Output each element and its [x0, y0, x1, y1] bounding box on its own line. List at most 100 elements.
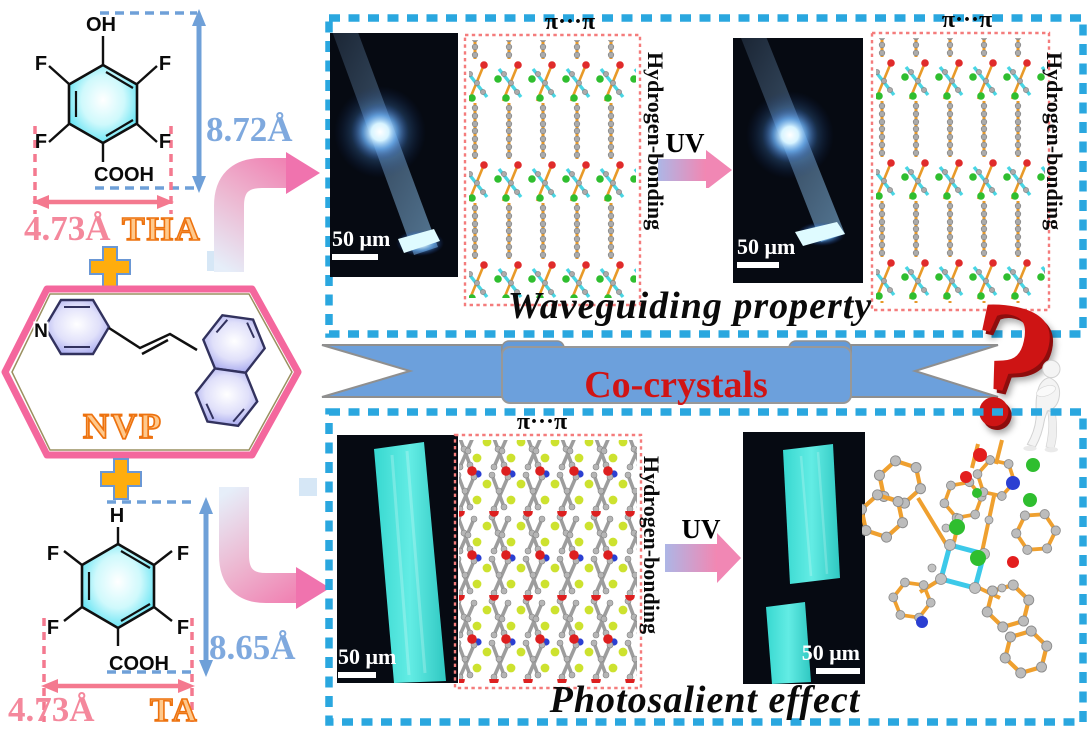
ta-height-value: 8.65Å — [209, 628, 296, 667]
ta-width-value: 4.73Å — [8, 690, 95, 729]
crystal-micrograph-intact — [337, 435, 458, 683]
photodimer-structure — [862, 439, 1064, 724]
arrow-right-head — [157, 195, 174, 209]
crystal-fragment — [783, 444, 840, 584]
nvp-hexagon-frame — [1, 285, 302, 459]
banner-scroll — [501, 346, 852, 404]
molecular-packing — [469, 40, 636, 298]
thinker-figure — [1023, 359, 1061, 453]
hydrogen-bonding-label: Hydrogen-bonding — [643, 52, 669, 231]
scale-bar: 50 μm — [338, 646, 396, 678]
pi-stacking-frame — [463, 33, 642, 307]
uv-arrow-icon — [658, 150, 732, 188]
substituent-bonds — [48, 36, 158, 162]
pi-stacking-label: π···π — [544, 9, 596, 35]
ta-f-label: F — [47, 617, 59, 639]
nvp-name-label: NVP — [83, 406, 163, 446]
scale-bar-line — [332, 254, 378, 260]
hydrogen-bonding-label: Hydrogen-bonding — [639, 456, 665, 635]
scale-bar: 50 μm — [737, 236, 795, 268]
tha-f-label: F — [159, 53, 171, 75]
tha-height-value: 8.72Å — [206, 110, 293, 149]
scale-bar-label: 50 μm — [338, 644, 397, 669]
ta-width-measure — [42, 618, 194, 722]
tha-cooh-label: COOH — [94, 164, 154, 186]
vinyl-bond — [108, 326, 198, 352]
ta-f-label: F — [177, 543, 189, 565]
ta-height-measure — [107, 500, 209, 674]
ta-molecule: H F F F F COOH 8.65Å 4.73Å TA — [8, 497, 296, 730]
pyridine-ring — [43, 298, 111, 356]
scale-bar-line — [737, 262, 779, 268]
emitting-tip — [398, 229, 440, 253]
reactants-column: OH F F F F COOH 8.72Å 4.73Å THA N NVP — [1, 9, 330, 730]
molecular-packing — [459, 440, 637, 683]
substituent-bonds — [63, 527, 173, 646]
emission-glow — [762, 107, 818, 163]
tha-molecule: OH F F F F COOH 8.72Å 4.73Å THA — [24, 9, 293, 249]
ta-cooh-label: COOH — [109, 653, 169, 675]
arrow-left-head — [32, 195, 49, 209]
double-bonds — [64, 306, 90, 348]
benzene-ring — [67, 63, 139, 145]
nvp-molecule: N NVP — [1, 285, 302, 459]
arrow-left-head — [41, 679, 58, 693]
heteroatoms — [916, 448, 1040, 628]
benzene-ring — [80, 542, 156, 630]
crystal-slab — [374, 442, 446, 683]
tha-height-measure — [95, 11, 202, 190]
arrow-right-head — [178, 679, 195, 693]
vinyl-double-bond — [141, 338, 169, 356]
banner-title: Co-crystals — [584, 364, 768, 406]
ta-h-label: H — [110, 505, 124, 527]
tha-width-value: 4.73Å — [24, 209, 111, 248]
carbon-atoms — [927, 513, 1007, 594]
crystal-fragment — [766, 602, 811, 684]
pi-stacking-label: π···π — [516, 409, 568, 435]
arrow-down-head — [192, 176, 206, 193]
arrow-up-head — [199, 497, 213, 514]
uv-label: UV — [665, 128, 705, 158]
deco-square — [299, 478, 317, 496]
tha-f-label: F — [35, 131, 47, 153]
uv-arrow-icon — [665, 533, 741, 583]
scale-bar-line — [338, 672, 376, 678]
ta-name-label: TA — [150, 692, 199, 729]
emitting-tip — [795, 222, 845, 246]
scale-bar: 50 μm — [332, 228, 390, 260]
double-bonds — [87, 550, 151, 622]
photosalient-panel-border — [325, 408, 1087, 726]
arrow-up-head — [192, 9, 206, 26]
scale-bar-label: 50 μm — [332, 226, 391, 251]
hydrogen-bonding-label: Hydrogen-bonding — [1042, 52, 1068, 231]
crystal-packing-diagram — [453, 433, 643, 690]
crystal-packing-diagram — [870, 31, 1051, 312]
curved-arrow-down-icon — [219, 487, 330, 609]
plus-icon — [100, 458, 142, 500]
photosalient-panel-title: Photosalient effect — [549, 679, 861, 721]
nvp-nitrogen-label: N — [34, 321, 48, 342]
ta-f-label: F — [177, 617, 189, 639]
scale-bar-line — [816, 668, 860, 674]
nvp-hexagon-frame-inner — [11, 293, 293, 451]
double-bonds — [74, 71, 134, 137]
tha-f-label: F — [35, 53, 47, 75]
tha-oh-label: OH — [86, 14, 116, 36]
scale-bar-label: 50 μm — [737, 234, 796, 259]
naphthalene-rings — [194, 314, 267, 428]
tha-f-label: F — [159, 131, 171, 153]
pi-stacking-frame — [453, 433, 643, 690]
cocrystals-banner: Co-crystals — [321, 340, 999, 406]
molecular-packing — [876, 38, 1045, 303]
arrow-down-head — [199, 660, 213, 677]
crystal-micrograph-before-uv — [330, 33, 458, 277]
scale-bar: 50 μm — [790, 642, 860, 674]
pi-stacking-frame — [870, 31, 1051, 312]
curved-arrow-up-icon — [214, 152, 320, 272]
waveguide-panel-border — [325, 14, 1087, 338]
tha-name-label: THA — [122, 211, 202, 248]
crystal-micrograph-after-uv — [733, 38, 863, 283]
emission-glow — [351, 103, 409, 161]
pi-stacking-label: π···π — [941, 7, 993, 33]
